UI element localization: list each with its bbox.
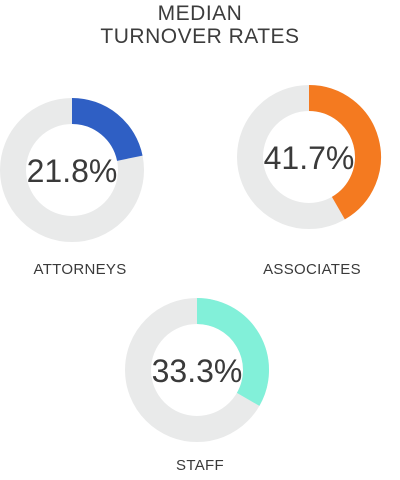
chart-title-line-1: MEDIAN: [157, 2, 243, 25]
chart-title: MEDIAN TURNOVER RATES: [0, 2, 400, 48]
donut-arc-staff: [196, 298, 269, 406]
donut-staff: 33.3% STAFF: [125, 298, 269, 474]
series-label-associates: ASSOCIATES: [263, 261, 361, 278]
donut-associates: 41.7% ASSOCIATES: [237, 85, 381, 278]
series-label-attorneys: ATTORNEYS: [34, 261, 127, 278]
value-label-attorneys: 21.8%: [27, 153, 118, 189]
donut-attorneys: 21.8% ATTORNEYS: [0, 98, 144, 278]
value-label-staff: 33.3%: [152, 353, 243, 389]
donut-arc-associates: [308, 85, 381, 220]
donut-arc-attorneys: [71, 98, 143, 162]
chart-title-line-2: TURNOVER RATES: [100, 25, 300, 48]
value-label-associates: 41.7%: [264, 140, 355, 176]
series-label-staff: STAFF: [176, 457, 224, 474]
